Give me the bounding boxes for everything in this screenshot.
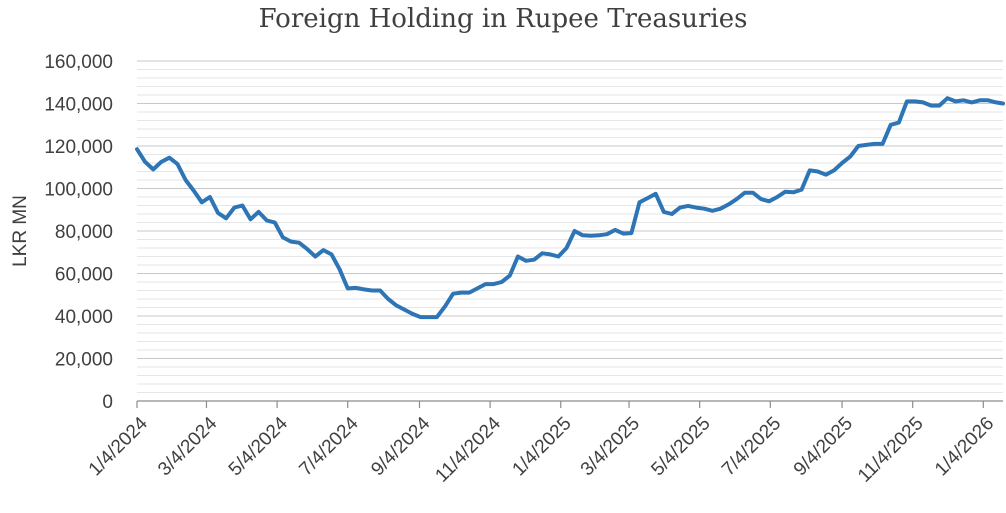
y-tick-label: 120,000 [44, 137, 113, 158]
y-tick-label: 80,000 [55, 222, 113, 243]
y-tick-label: 20,000 [55, 350, 113, 371]
y-tick-label: 100,000 [44, 180, 113, 201]
x-tick-label: 1/4/2025 [509, 413, 576, 480]
major-gridlines [137, 60, 1003, 359]
y-tick-label: 40,000 [55, 307, 113, 328]
minor-gridlines [137, 69, 1003, 393]
x-tick-label: 11/4/2024 [431, 413, 505, 487]
x-tick-label: 1/4/2024 [85, 413, 152, 480]
x-tick-label: 3/4/2025 [577, 413, 644, 480]
y-tick-label: 60,000 [55, 265, 113, 286]
x-axis: 1/4/2024 3/4/2024 5/4/2024 7/4/2024 9/4/2024… [85, 400, 1003, 487]
x-tick-label: 7/4/2025 [718, 413, 785, 480]
x-tick-label: 9/4/2025 [790, 413, 857, 480]
x-tick-label: 7/4/2024 [295, 413, 362, 480]
chart-title: Foreign Holding in Rupee Treasuries [258, 4, 748, 34]
x-tick-label: 5/4/2024 [225, 413, 292, 480]
x-tick-label: 5/4/2025 [647, 413, 714, 480]
x-tick-label: 9/4/2024 [367, 413, 434, 480]
y-axis-ticks: 0 20,000 40,000 60,000 80,000 100,000 120,000 1… [44, 52, 113, 413]
y-axis-label: LKR MN [10, 195, 31, 267]
series-line [135, 96, 1005, 320]
y-tick-label: 160,000 [44, 52, 113, 73]
x-tick-label: 3/4/2024 [154, 413, 221, 480]
x-tick-label: 1/4/2026 [931, 413, 998, 480]
x-tick-label: 11/4/2025 [854, 413, 928, 487]
y-tick-label: 0 [102, 392, 113, 413]
y-tick-label: 140,000 [44, 95, 113, 116]
series-group [135, 96, 1005, 320]
